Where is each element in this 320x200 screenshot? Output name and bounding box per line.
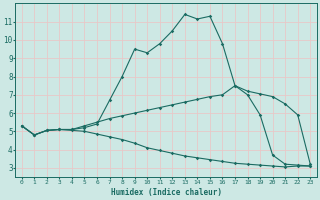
X-axis label: Humidex (Indice chaleur): Humidex (Indice chaleur) xyxy=(110,188,221,197)
